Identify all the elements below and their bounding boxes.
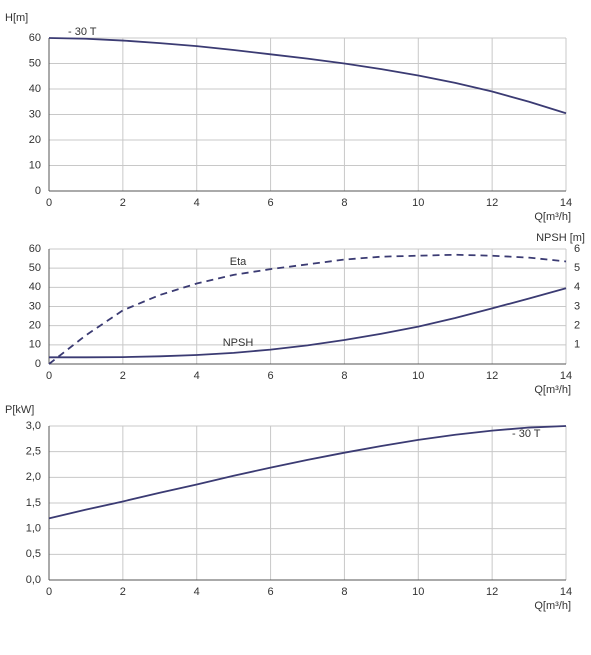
x-tick-label: 10 — [412, 370, 424, 382]
x-tick-label: 2 — [120, 586, 126, 598]
y-tick-label: 10 — [29, 339, 41, 351]
y2-tick-label: 3 — [574, 300, 580, 312]
x-tick-label: 2 — [120, 370, 126, 382]
y-tick-label: 0 — [35, 358, 41, 370]
y2-axis-label: NPSH [m] — [536, 232, 585, 244]
y-axis-label: P[kW] — [5, 404, 34, 416]
x-tick-label: 4 — [194, 370, 200, 382]
x-tick-label: 2 — [120, 197, 126, 209]
x-tick-label: 14 — [560, 197, 572, 209]
y-tick-label: 2,0 — [26, 471, 41, 483]
curve — [49, 287, 567, 359]
y-tick-label: 0,0 — [26, 574, 41, 586]
y-tick-label: 40 — [29, 83, 41, 95]
x-tick-label: 8 — [341, 197, 347, 209]
x-tick-label: 0 — [46, 370, 52, 382]
x-tick-label: 12 — [486, 370, 498, 382]
curve — [48, 253, 567, 365]
annotation: - 30 T — [512, 428, 541, 440]
x-tick-label: 6 — [268, 197, 274, 209]
y-tick-label: 10 — [29, 159, 41, 171]
x-tick-label: 8 — [341, 586, 347, 598]
x-axis-label: Q[m³/h] — [534, 211, 571, 223]
curve — [48, 37, 567, 115]
y-tick-label: 30 — [29, 108, 41, 120]
x-tick-label: 6 — [268, 370, 274, 382]
x-axis-label: Q[m³/h] — [534, 384, 571, 396]
y2-tick-label: 6 — [574, 243, 580, 255]
x-tick-label: 8 — [341, 370, 347, 382]
x-tick-label: 14 — [560, 586, 572, 598]
annotation: - 30 T — [68, 26, 97, 38]
x-tick-label: 4 — [194, 197, 200, 209]
x-tick-label: 14 — [560, 370, 572, 382]
y2-tick-label: 1 — [574, 339, 580, 351]
y-tick-label: 60 — [29, 32, 41, 44]
x-tick-label: 10 — [412, 586, 424, 598]
y-tick-label: 0,5 — [26, 548, 41, 560]
curve — [48, 425, 567, 520]
y-tick-label: 20 — [29, 134, 41, 146]
x-tick-label: 6 — [268, 586, 274, 598]
y2-tick-label: 2 — [574, 320, 580, 332]
x-tick-label: 0 — [46, 586, 52, 598]
y-tick-label: 40 — [29, 281, 41, 293]
x-tick-label: 12 — [486, 197, 498, 209]
curve-label: NPSH — [223, 337, 254, 349]
x-tick-label: 0 — [46, 197, 52, 209]
y-tick-label: 2,5 — [26, 446, 41, 458]
y2-tick-label: 4 — [574, 281, 580, 293]
y-tick-label: 0 — [35, 185, 41, 197]
y-axis-label: H[m] — [5, 12, 28, 24]
y-tick-label: 3,0 — [26, 420, 41, 432]
x-tick-label: 4 — [194, 586, 200, 598]
y-tick-label: 60 — [29, 243, 41, 255]
y-tick-label: 1,0 — [26, 523, 41, 535]
x-tick-label: 10 — [412, 197, 424, 209]
y-tick-label: 50 — [29, 262, 41, 274]
y2-tick-label: 5 — [574, 262, 580, 274]
y-tick-label: 1,5 — [26, 497, 41, 509]
x-axis-label: Q[m³/h] — [534, 600, 571, 612]
y-tick-label: 20 — [29, 320, 41, 332]
y-tick-label: 50 — [29, 57, 41, 69]
y-tick-label: 30 — [29, 300, 41, 312]
curve-label: Eta — [230, 256, 247, 268]
x-tick-label: 12 — [486, 586, 498, 598]
